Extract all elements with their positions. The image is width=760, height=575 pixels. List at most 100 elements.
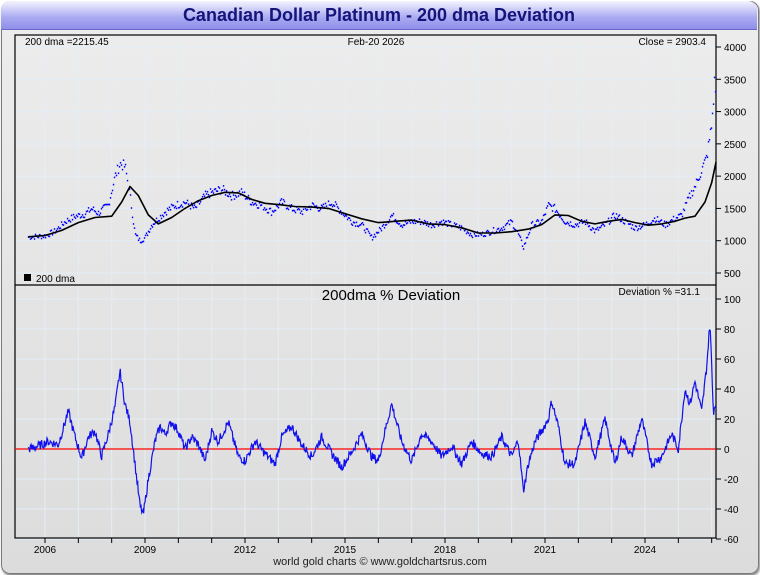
price-point <box>158 220 161 222</box>
price-point <box>250 203 253 206</box>
x-tick-label: 2021 <box>534 545 557 556</box>
price-point <box>376 232 379 234</box>
price-point <box>343 215 346 218</box>
price-point <box>552 204 555 207</box>
price-point <box>449 220 452 223</box>
price-point <box>358 224 361 227</box>
price-point <box>109 197 112 199</box>
price-point <box>203 195 206 198</box>
price-point <box>267 211 270 214</box>
price-point <box>641 225 644 227</box>
price-point <box>570 225 573 227</box>
price-point <box>573 226 576 229</box>
price-point <box>677 213 680 216</box>
price-point <box>442 219 445 222</box>
price-point <box>98 214 101 216</box>
price-point <box>309 208 312 211</box>
price-point <box>190 202 193 204</box>
price-point <box>299 212 302 215</box>
price-point <box>325 205 328 207</box>
x-tick-label: 2024 <box>634 545 657 556</box>
price-point <box>403 224 406 227</box>
price-point <box>265 208 268 211</box>
price-point <box>706 156 709 159</box>
price-point <box>558 216 561 218</box>
price-point <box>292 209 295 212</box>
price-point <box>340 213 343 216</box>
price-point <box>198 203 201 205</box>
price-point <box>347 217 350 219</box>
price-point <box>110 192 113 195</box>
price-point <box>389 216 392 218</box>
price-point <box>133 227 136 229</box>
price-point <box>504 224 507 227</box>
price-point <box>568 224 571 227</box>
deviation-readout: Deviation % =31.1 <box>619 287 701 298</box>
price-point <box>245 197 248 200</box>
price-point <box>253 203 256 205</box>
price-point <box>208 196 211 199</box>
price-point <box>619 220 622 223</box>
price-point <box>320 204 323 207</box>
price-point <box>314 205 317 208</box>
price-point <box>231 190 234 193</box>
price-point <box>327 200 330 203</box>
price-point <box>324 202 327 205</box>
price-point <box>496 228 499 230</box>
price-point <box>64 221 67 224</box>
price-point <box>492 227 495 229</box>
deviation-panel <box>15 329 717 515</box>
price-point <box>84 213 87 216</box>
price-point <box>311 202 314 204</box>
price-point <box>544 213 547 216</box>
price-point <box>447 219 450 222</box>
price-point <box>183 202 186 204</box>
price-point <box>184 202 187 205</box>
price-point <box>344 214 347 217</box>
grid <box>15 36 716 540</box>
price-point <box>678 213 681 216</box>
price-point <box>480 234 483 236</box>
price-point <box>650 222 653 224</box>
price-point <box>370 234 373 236</box>
price-point <box>88 211 91 213</box>
price-point <box>577 225 580 228</box>
price-point <box>279 199 282 202</box>
price-point <box>177 206 180 209</box>
price-panel <box>27 76 717 250</box>
price-point <box>285 207 288 210</box>
y-tick-label-top: 2500 <box>724 140 747 151</box>
price-point <box>424 220 427 223</box>
price-point <box>623 222 626 225</box>
price-point <box>137 239 140 242</box>
price-point <box>400 224 403 227</box>
price-point <box>206 190 209 193</box>
price-point <box>505 222 508 225</box>
price-point <box>571 226 574 228</box>
price-point <box>556 211 559 213</box>
price-point <box>274 209 277 212</box>
price-point <box>211 190 214 192</box>
price-point <box>243 191 246 194</box>
price-point <box>290 204 293 206</box>
price-point <box>629 223 632 225</box>
price-point <box>591 227 594 229</box>
price-point <box>689 197 692 199</box>
price-point <box>488 234 491 236</box>
price-point <box>152 223 155 226</box>
price-point <box>56 227 59 230</box>
price-point <box>213 188 216 191</box>
price-point <box>176 200 179 203</box>
price-point <box>595 228 598 230</box>
price-point <box>458 224 461 227</box>
price-point <box>459 228 462 231</box>
price-point <box>225 189 228 192</box>
price-point <box>60 221 63 223</box>
price-point <box>172 204 175 207</box>
price-point <box>289 206 292 208</box>
price-point <box>675 216 678 219</box>
price-point <box>617 215 620 217</box>
price-point <box>662 225 665 227</box>
price-point <box>530 222 533 224</box>
price-point <box>569 221 572 223</box>
